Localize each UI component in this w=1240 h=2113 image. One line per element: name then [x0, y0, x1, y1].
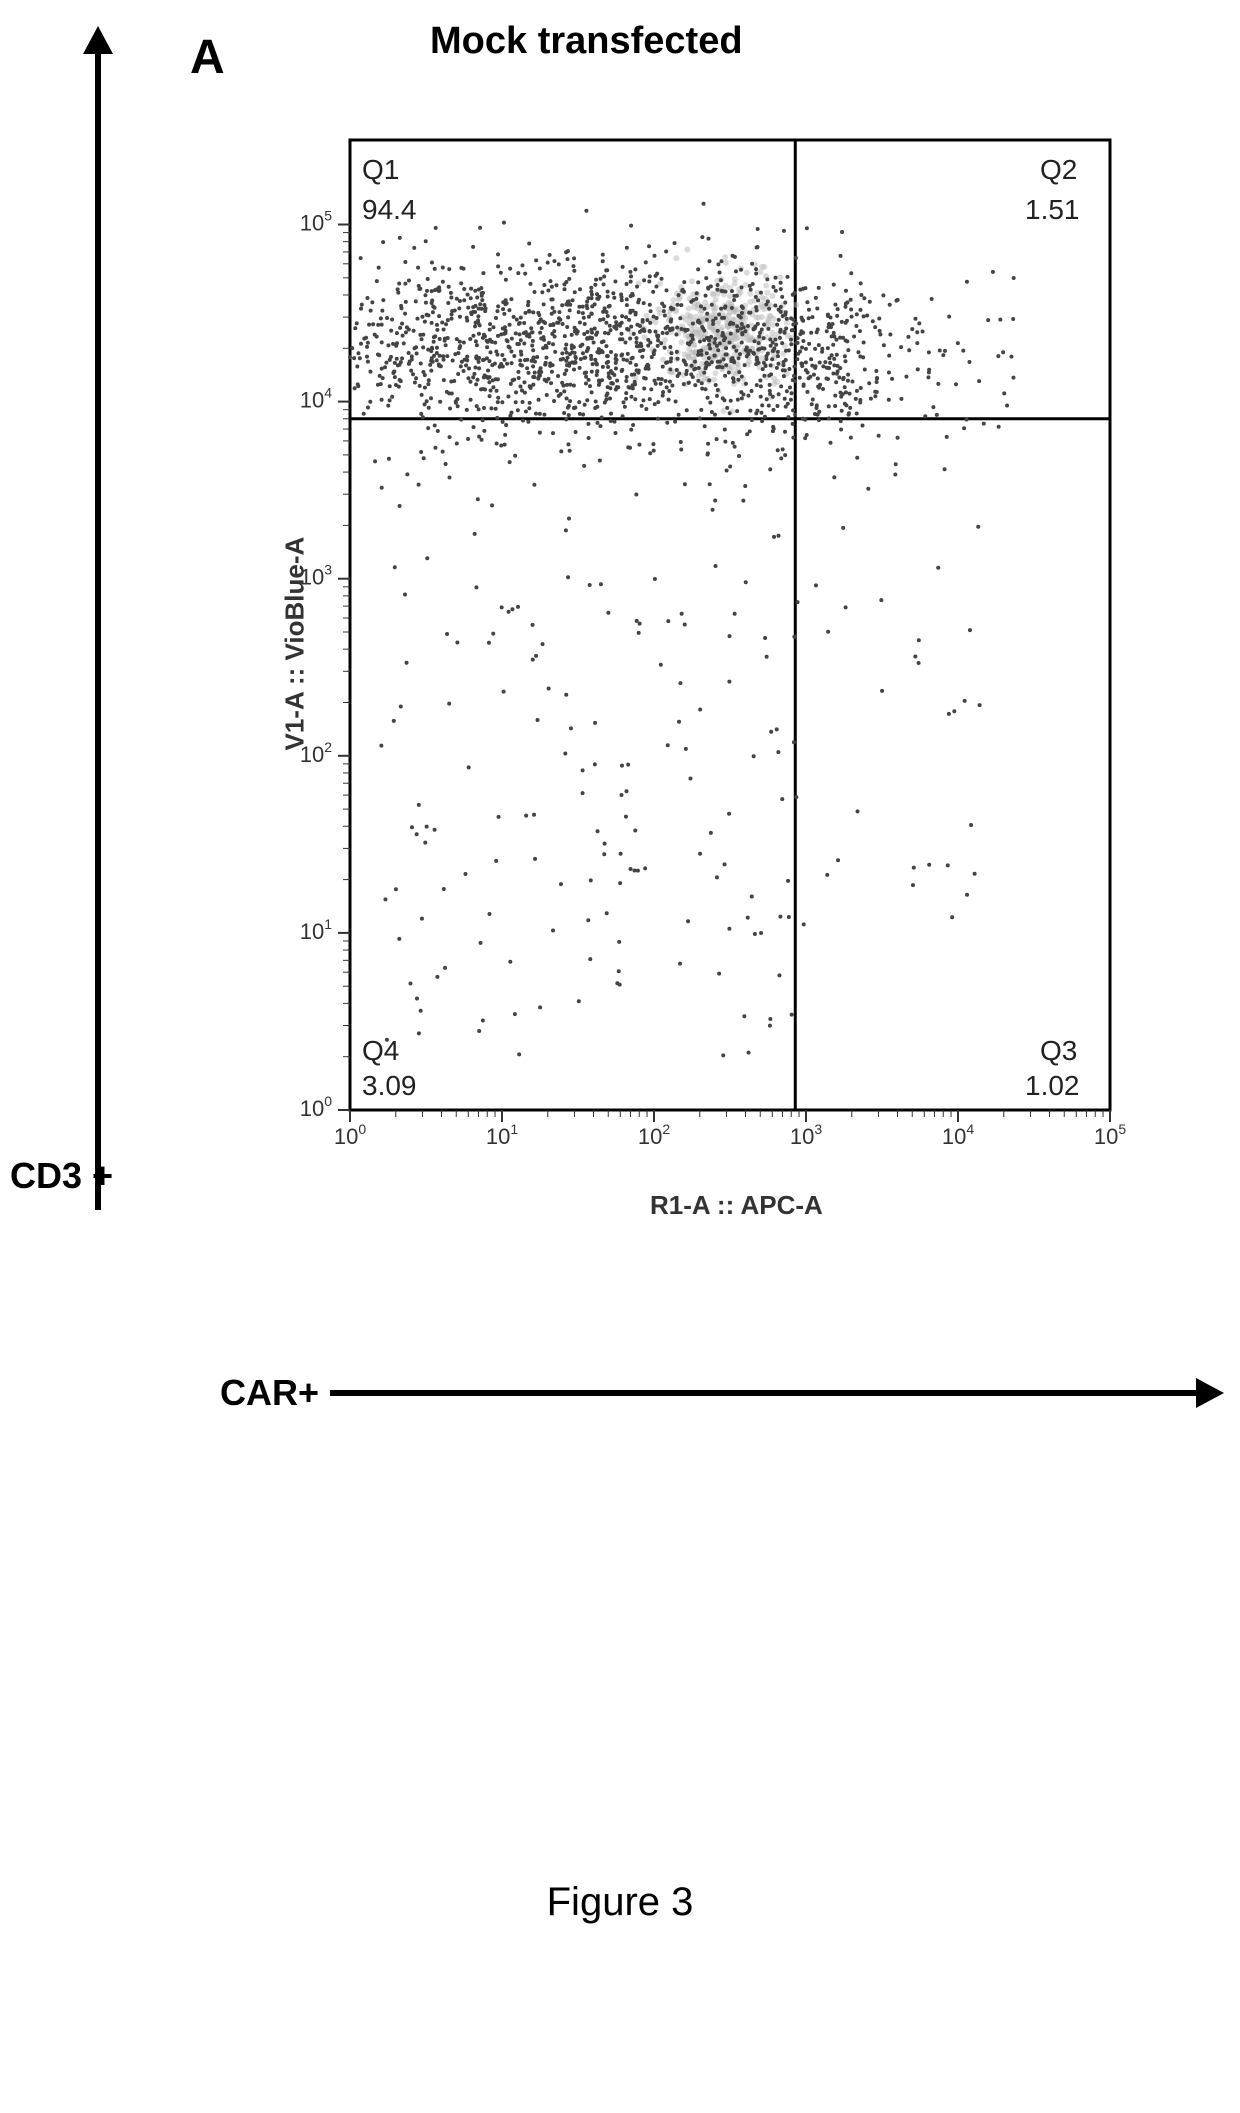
- plot-title: Mock transfected: [430, 20, 743, 63]
- svg-text:103: 103: [790, 1121, 822, 1149]
- q4-label: Q4: [362, 1035, 399, 1067]
- q3-value: 1.02: [1025, 1070, 1080, 1102]
- q3-label: Q3: [1040, 1035, 1077, 1067]
- q1-label: Q1: [362, 154, 399, 186]
- q4-value: 3.09: [362, 1070, 417, 1102]
- svg-text:100: 100: [300, 1093, 332, 1121]
- x-axis-arrow: [330, 1390, 1200, 1396]
- scatter-chart: 100101102103104105100101102103104105 V1-…: [280, 130, 1140, 1150]
- y-arrow-label: CD3 +: [10, 1155, 113, 1197]
- y-axis-arrow: [95, 50, 101, 1210]
- svg-text:100: 100: [334, 1121, 366, 1149]
- figure-caption: Figure 3: [0, 1880, 1240, 1925]
- svg-text:105: 105: [1094, 1121, 1126, 1149]
- svg-text:104: 104: [300, 385, 332, 413]
- x-axis-label: R1-A :: APC-A: [650, 1190, 823, 1221]
- chart-svg: 100101102103104105100101102103104105: [280, 130, 1140, 1150]
- svg-text:102: 102: [638, 1121, 670, 1149]
- svg-text:105: 105: [300, 207, 332, 235]
- svg-text:101: 101: [300, 916, 332, 944]
- x-arrow-label: CAR+: [220, 1372, 319, 1414]
- svg-text:101: 101: [486, 1121, 518, 1149]
- panel-label: A: [190, 30, 225, 85]
- q2-label: Q2: [1040, 154, 1077, 186]
- q1-value: 94.4: [362, 194, 417, 226]
- y-axis-label: V1-A :: VioBlue-A: [280, 521, 311, 751]
- svg-text:104: 104: [942, 1121, 974, 1149]
- q2-value: 1.51: [1025, 194, 1080, 226]
